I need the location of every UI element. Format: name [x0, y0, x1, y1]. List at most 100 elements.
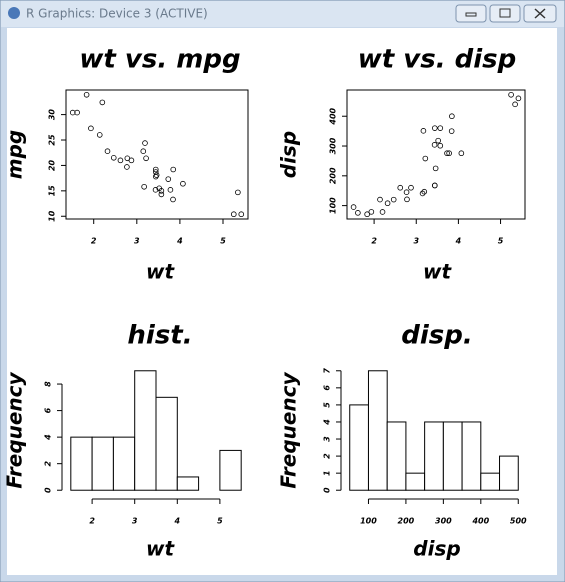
x-tick-label: 5	[217, 517, 223, 526]
bar	[442, 421, 463, 491]
point	[421, 188, 428, 195]
point	[431, 142, 438, 148]
bar	[386, 421, 407, 491]
y-tick-label: 8	[44, 381, 53, 387]
bar	[176, 476, 200, 491]
y-tick-label: 6	[44, 407, 53, 413]
bar	[405, 472, 426, 491]
point	[355, 210, 361, 216]
close-icon	[534, 8, 546, 19]
chart-title: disp.	[401, 321, 473, 351]
point	[390, 196, 397, 203]
x-tick-label: 3	[134, 237, 140, 246]
x-tick-label: 4	[176, 237, 183, 246]
point	[431, 182, 438, 189]
y-tick-label: 1	[323, 470, 332, 476]
chart-title: hist.	[127, 321, 192, 351]
point	[448, 128, 455, 134]
y-tick-label: 2	[323, 453, 332, 459]
point	[158, 191, 165, 198]
point	[83, 91, 90, 98]
y-tick-label: 15	[48, 185, 57, 197]
y-tick-label: 30	[48, 109, 57, 121]
plot-device	[7, 28, 557, 575]
x-tick-label: 300	[435, 517, 452, 526]
x-tick-label: 3	[413, 237, 419, 246]
x-axis-label: wt	[423, 260, 452, 284]
point	[397, 184, 404, 191]
y-tick-label: 100	[329, 197, 338, 214]
point	[350, 204, 357, 210]
point	[432, 165, 439, 172]
point	[124, 155, 131, 162]
point	[379, 209, 386, 215]
point	[235, 189, 241, 196]
x-tick-label: 400	[471, 517, 489, 526]
point	[140, 148, 147, 154]
maximize-button[interactable]	[489, 4, 521, 23]
point	[458, 150, 465, 157]
point	[420, 128, 427, 134]
bar	[349, 404, 369, 491]
point	[515, 95, 522, 102]
bar	[134, 370, 157, 491]
chart-title: wt vs. mpg	[79, 45, 240, 75]
point	[377, 196, 383, 203]
x-tick-label: 5	[220, 237, 226, 246]
y-axis-label: disp	[277, 131, 301, 178]
bar	[219, 449, 242, 491]
point	[508, 91, 514, 98]
y-tick-label: 6	[323, 385, 332, 391]
point	[364, 211, 370, 218]
point	[180, 180, 186, 187]
point	[74, 109, 80, 116]
y-axis-label: mpg	[3, 130, 27, 179]
point	[141, 183, 147, 190]
point	[69, 109, 76, 116]
point	[152, 173, 159, 180]
bar	[480, 472, 501, 491]
point	[170, 166, 177, 173]
bar	[367, 370, 388, 491]
point	[152, 166, 159, 173]
point	[99, 99, 106, 106]
y-tick-label: 2	[44, 460, 53, 466]
point	[404, 196, 410, 203]
chart-title: wt vs. disp	[358, 45, 516, 75]
point	[96, 132, 103, 138]
r-icon	[8, 7, 20, 19]
bar	[70, 436, 93, 491]
point	[110, 155, 117, 161]
point	[444, 150, 450, 157]
x-tick-label: 2	[91, 237, 97, 246]
x-tick-label: 2	[371, 237, 377, 246]
point	[368, 209, 375, 215]
y-tick-label: 5	[323, 402, 332, 408]
y-axis-label: Frequency	[3, 371, 27, 488]
point	[419, 190, 426, 197]
point	[170, 196, 176, 203]
point	[408, 184, 414, 191]
bar	[424, 421, 444, 491]
bar	[499, 455, 519, 491]
point	[143, 155, 149, 162]
bar	[112, 436, 136, 491]
point	[158, 188, 165, 194]
point	[88, 125, 94, 132]
point	[117, 157, 124, 164]
y-tick-label: 300	[329, 137, 338, 154]
window-title: R Graphics: Device 3 (ACTIVE)	[26, 7, 208, 21]
x-axis-label: disp	[413, 537, 460, 561]
bar	[155, 396, 178, 491]
y-tick-label: 0	[323, 487, 332, 493]
y-tick-label: 4	[44, 434, 53, 441]
point	[403, 189, 410, 196]
point	[152, 187, 159, 193]
point	[230, 211, 237, 218]
point	[165, 176, 172, 182]
y-tick-label: 25	[48, 134, 57, 146]
point	[238, 211, 245, 218]
point	[512, 101, 518, 108]
point	[437, 142, 444, 149]
